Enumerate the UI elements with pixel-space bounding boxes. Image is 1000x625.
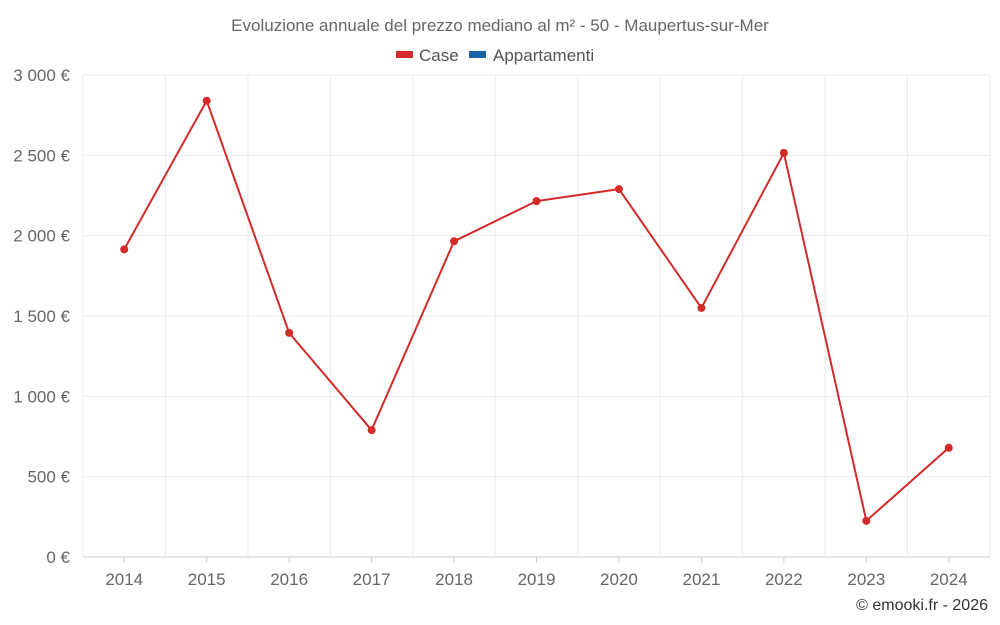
data-point[interactable] bbox=[367, 426, 376, 435]
y-tick-label: 2 500 € bbox=[13, 146, 70, 165]
data-point[interactable] bbox=[450, 237, 459, 246]
legend-swatch-appartamenti bbox=[469, 51, 486, 58]
legend-swatch-case bbox=[396, 51, 413, 58]
x-tick-label: 2021 bbox=[682, 570, 720, 589]
x-tick-label: 2020 bbox=[600, 570, 638, 589]
data-point[interactable] bbox=[120, 245, 129, 254]
y-tick-label: 3 000 € bbox=[13, 66, 70, 85]
x-tick-label: 2024 bbox=[930, 570, 968, 589]
x-tick-label: 2016 bbox=[270, 570, 308, 589]
y-tick-label: 2 000 € bbox=[13, 227, 70, 246]
data-point[interactable] bbox=[532, 197, 541, 206]
x-tick-label: 2023 bbox=[847, 570, 885, 589]
grid bbox=[82, 74, 991, 558]
data-point[interactable] bbox=[779, 148, 788, 157]
legend-label-appartamenti[interactable]: Appartamenti bbox=[493, 46, 594, 65]
y-tick-label: 500 € bbox=[27, 468, 70, 487]
x-tick-label: 2022 bbox=[765, 570, 803, 589]
y-tick-label: 0 € bbox=[46, 548, 70, 567]
x-axis: 2014 2015 2016 2017 2018 2019 2020 2021 2022 2023… bbox=[105, 557, 968, 589]
legend: Case Appartamenti bbox=[396, 46, 594, 65]
data-point[interactable] bbox=[944, 443, 953, 452]
data-point[interactable] bbox=[614, 185, 623, 194]
chart-title: Evoluzione annuale del prezzo mediano al… bbox=[231, 16, 769, 35]
data-point[interactable] bbox=[285, 328, 294, 337]
y-axis: 0 € 500 € 1 000 € 1 500 € 2 000 € 2 500 € 3 00… bbox=[13, 66, 70, 567]
x-tick-label: 2014 bbox=[105, 570, 143, 589]
x-tick-label: 2015 bbox=[188, 570, 226, 589]
y-tick-label: 1 500 € bbox=[13, 307, 70, 326]
x-tick-label: 2017 bbox=[353, 570, 391, 589]
credit-text: © emooki.fr - 2026 bbox=[856, 597, 988, 614]
x-tick-label: 2018 bbox=[435, 570, 473, 589]
series-case bbox=[120, 96, 953, 525]
y-tick-label: 1 000 € bbox=[13, 387, 70, 406]
data-point[interactable] bbox=[697, 303, 706, 312]
data-point[interactable] bbox=[862, 516, 871, 525]
x-tick-label: 2019 bbox=[518, 570, 556, 589]
legend-label-case[interactable]: Case bbox=[419, 46, 459, 65]
data-point[interactable] bbox=[202, 96, 211, 105]
